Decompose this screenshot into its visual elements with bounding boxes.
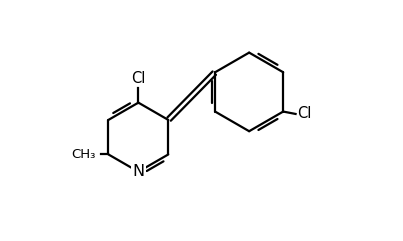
Text: Cl: Cl [297, 107, 312, 121]
Text: Cl: Cl [131, 71, 145, 86]
Text: N: N [132, 164, 144, 179]
Text: CH₃: CH₃ [71, 148, 96, 161]
